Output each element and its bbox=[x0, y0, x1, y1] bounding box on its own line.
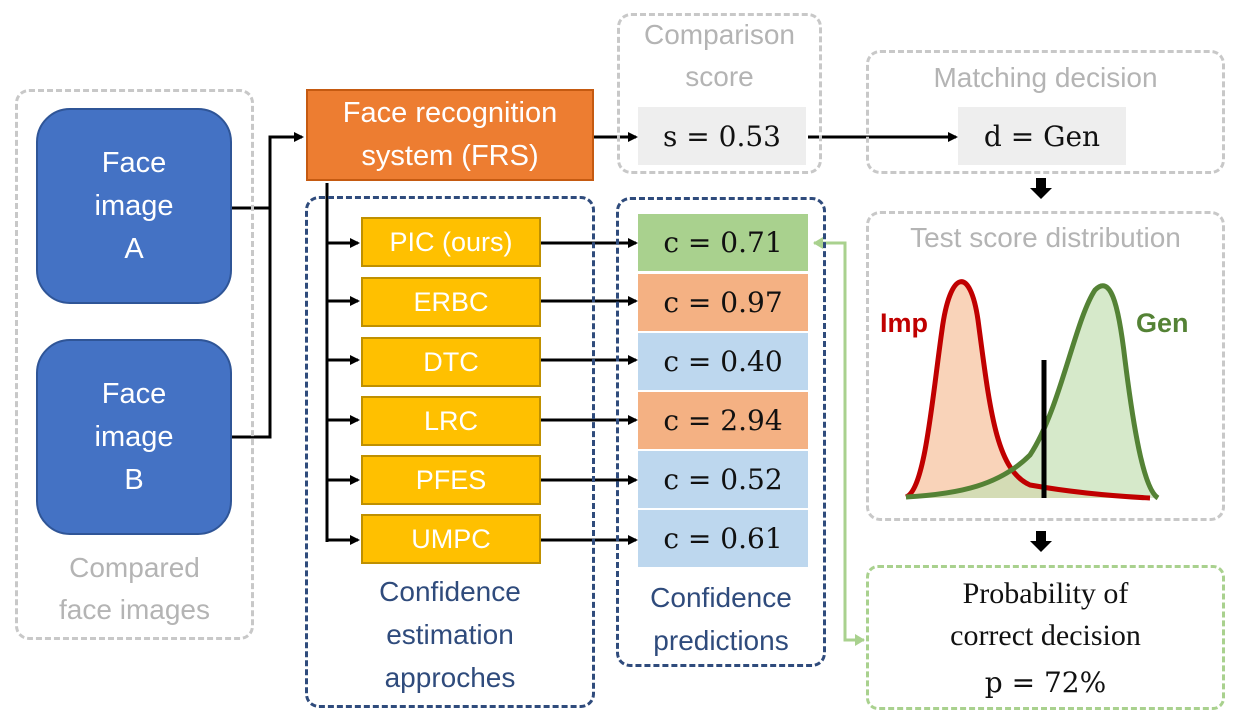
confidence-predictions-caption: Confidence predictions bbox=[650, 582, 792, 656]
confidence-prediction-1: c = 0.71 bbox=[638, 214, 808, 271]
confidence-estimation-caption: Confidence estimation approches bbox=[379, 576, 521, 693]
face-recognition-system: Face recognition system (FRS) bbox=[306, 89, 594, 181]
gen-label: Gen bbox=[1136, 308, 1189, 338]
confidence-estimation-group bbox=[305, 196, 595, 708]
matching-decision-value: d = Gen bbox=[958, 107, 1126, 165]
confidence-prediction-4: c = 2.94 bbox=[638, 392, 808, 449]
confidence-predictions-group bbox=[616, 197, 826, 667]
method-to-prediction-arrows bbox=[541, 238, 638, 545]
imp-label: Imp bbox=[880, 308, 929, 338]
score-distribution-title: Test score distribution bbox=[910, 222, 1181, 253]
matching-decision-group bbox=[866, 50, 1225, 174]
down-arrow-distribution-to-probability bbox=[1030, 531, 1052, 552]
score-distribution-group bbox=[866, 211, 1225, 521]
face-image-b: Face image B bbox=[36, 339, 232, 535]
method-branch-arrows bbox=[327, 238, 360, 545]
method-box-pic-ours: PIC (ours) bbox=[361, 217, 541, 267]
compared-face-images-group bbox=[15, 89, 254, 640]
arrow-face-b-to-frs bbox=[232, 208, 272, 439]
down-arrow-decision-to-distribution bbox=[1030, 178, 1052, 199]
matching-decision-title: Matching decision bbox=[933, 62, 1158, 93]
probability-group bbox=[866, 565, 1225, 710]
gen-curve bbox=[905, 283, 1160, 501]
gen-curve-fill bbox=[906, 285, 1158, 498]
method-box-erbc: ERBC bbox=[361, 277, 541, 327]
probability-text: Probability of correct decision bbox=[950, 577, 1141, 652]
comparison-score-value: s = 0.53 bbox=[638, 107, 806, 165]
confidence-prediction-3: c = 0.40 bbox=[638, 333, 808, 390]
confidence-prediction-6: c = 0.61 bbox=[638, 510, 808, 567]
probability-value: p = 72% bbox=[984, 666, 1107, 699]
compared-images-caption: Compared face images bbox=[59, 552, 210, 625]
face-image-a: Face image A bbox=[36, 108, 232, 304]
imp-curve bbox=[904, 279, 1151, 501]
method-box-lrc: LRC bbox=[361, 396, 541, 446]
method-box-pfes: PFES bbox=[361, 455, 541, 505]
method-box-dtc: DTC bbox=[361, 337, 541, 387]
comparison-score-title: Comparison score bbox=[644, 19, 795, 92]
imp-curve-fill bbox=[906, 281, 1150, 498]
confidence-prediction-2: c = 0.97 bbox=[638, 274, 808, 331]
confidence-prediction-5: c = 0.52 bbox=[638, 451, 808, 508]
comparison-score-group bbox=[617, 13, 822, 174]
method-box-umpc: UMPC bbox=[361, 514, 541, 564]
